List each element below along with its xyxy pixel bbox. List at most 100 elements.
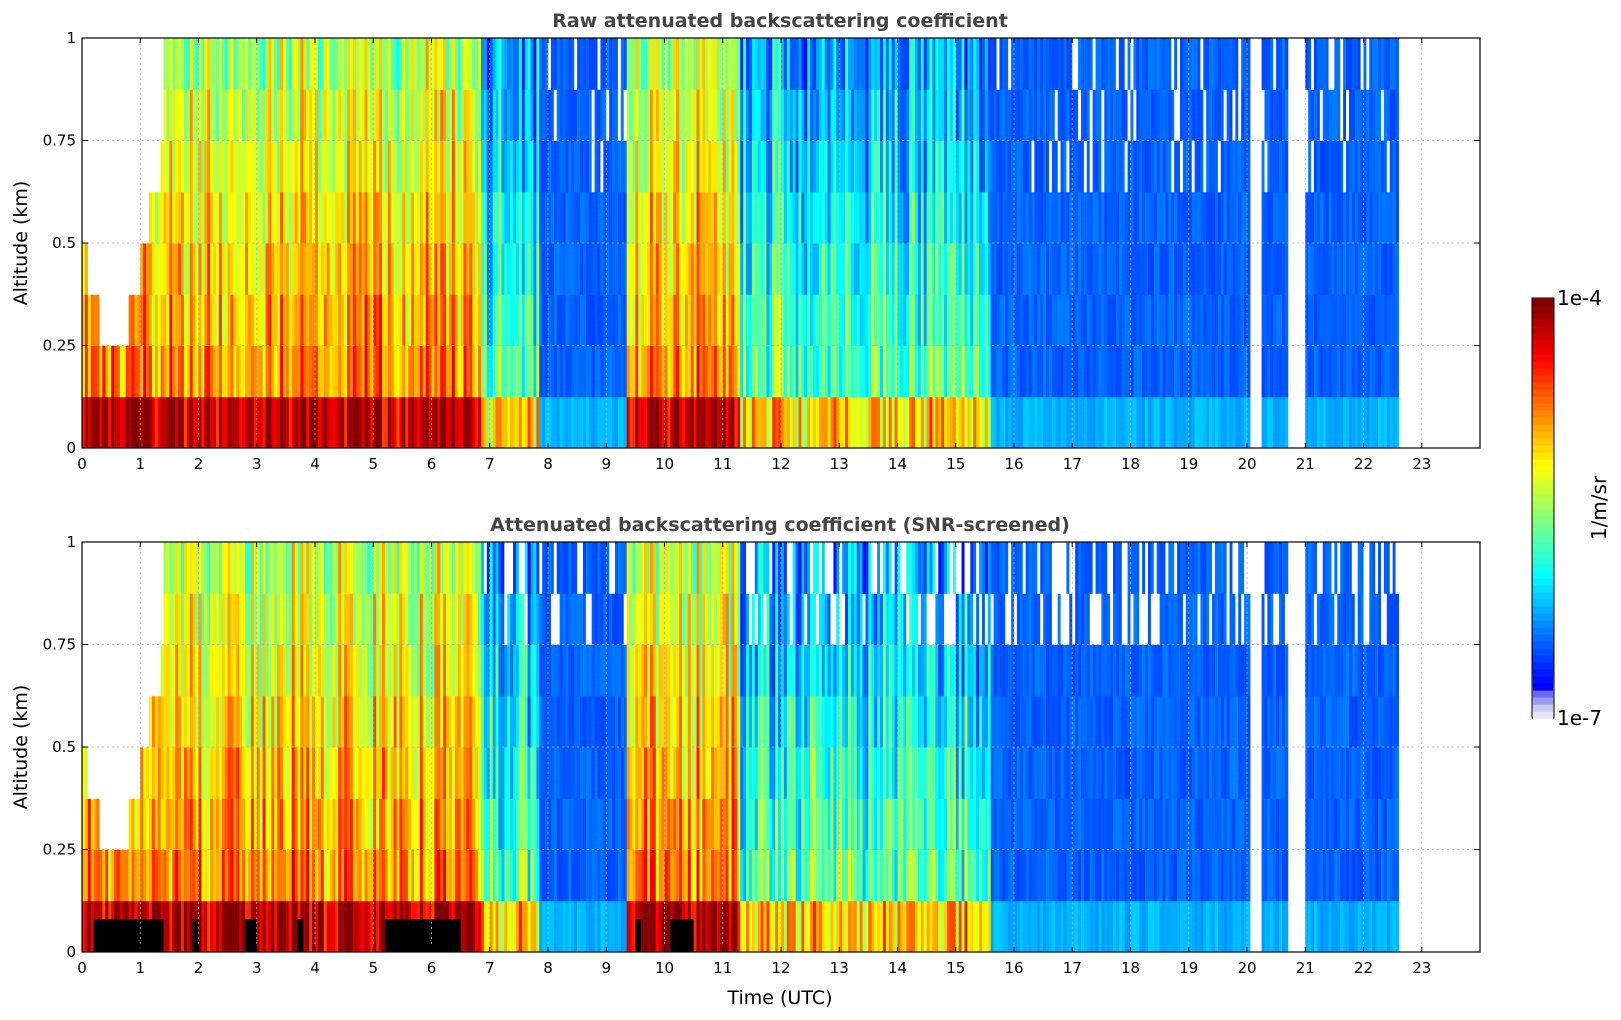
heatmap-cell	[472, 644, 476, 697]
heatmap-cell	[1389, 140, 1394, 193]
heatmap-cell	[1048, 191, 1053, 244]
heatmap-cell	[146, 191, 150, 244]
heatmap-cell	[746, 345, 750, 398]
heatmap-cell	[207, 747, 211, 799]
heatmap-cell	[1095, 345, 1099, 398]
heatmap-cell	[411, 89, 415, 141]
heatmap-cell	[166, 849, 170, 902]
heatmap-cell	[1139, 38, 1143, 90]
heatmap-cell	[297, 849, 301, 902]
heatmap-cell	[961, 89, 965, 141]
heatmap-cell	[294, 140, 299, 193]
heatmap-cell	[1104, 294, 1108, 346]
heatmap-cell	[1142, 89, 1146, 141]
heatmap-cell	[1130, 396, 1134, 449]
heatmap-cell	[414, 140, 418, 193]
heatmap-cell	[1247, 345, 1251, 398]
heatmap-cell	[1319, 345, 1324, 398]
heatmap-cell	[303, 900, 307, 953]
heatmap-cell	[364, 396, 368, 449]
heatmap-cell	[122, 89, 127, 141]
heatmap-cell	[1040, 243, 1044, 295]
heatmap-cell	[122, 38, 127, 90]
heatmap-cell	[495, 798, 499, 850]
heatmap-cell	[294, 849, 299, 902]
heatmap-cell	[204, 593, 208, 645]
heatmap-cell	[766, 243, 770, 295]
heatmap-cell	[367, 747, 371, 799]
heatmap-cell	[521, 345, 526, 398]
heatmap-cell	[224, 89, 229, 141]
heatmap-cell	[891, 243, 896, 295]
heatmap-cell	[1028, 140, 1032, 193]
heatmap-cell	[507, 849, 511, 902]
heatmap-cell	[1086, 191, 1091, 244]
heatmap-cell	[1142, 345, 1146, 398]
heatmap-cell	[140, 345, 144, 398]
heatmap-cell	[256, 38, 261, 90]
heatmap-cell	[1357, 191, 1362, 244]
heatmap-cell	[754, 243, 759, 295]
heatmap-cell	[282, 396, 287, 449]
heatmap-cell	[515, 191, 520, 244]
heatmap-cell	[233, 191, 237, 244]
heatmap-cell	[792, 191, 797, 244]
heatmap-cell	[210, 695, 214, 748]
heatmap-cell	[1334, 294, 1338, 346]
heatmap-cell	[122, 396, 127, 449]
heatmap-cell	[1281, 38, 1286, 90]
heatmap-cell	[315, 542, 319, 594]
heatmap-cell	[609, 191, 613, 244]
heatmap-cell	[681, 345, 686, 398]
heatmap-cell	[236, 747, 240, 799]
heatmap-cell	[361, 396, 366, 449]
heatmap-cell	[1238, 191, 1242, 244]
heatmap-cell	[274, 900, 278, 953]
heatmap-cell	[1319, 396, 1324, 449]
heatmap-cell	[387, 798, 392, 850]
heatmap-cell	[1273, 396, 1277, 449]
heatmap-cell	[781, 294, 785, 346]
heatmap-cell	[594, 396, 599, 449]
heatmap-cell	[1011, 396, 1015, 449]
heatmap-cell	[148, 345, 153, 398]
heatmap-cell	[1005, 345, 1009, 398]
heatmap-cell	[944, 294, 948, 346]
heatmap-cell	[347, 38, 351, 90]
heatmap-cell	[513, 191, 517, 244]
heatmap-cell	[213, 243, 217, 295]
heatmap-cell	[856, 243, 861, 295]
heatmap-cell	[1139, 345, 1143, 398]
heatmap-cell	[443, 243, 447, 295]
heatmap-cell	[1002, 345, 1006, 398]
heatmap-cell	[754, 294, 759, 346]
heatmap-cell	[221, 140, 226, 193]
heatmap-cell	[381, 542, 386, 594]
heatmap-cell	[626, 140, 631, 193]
heatmap-cell	[1235, 191, 1239, 244]
heatmap-cell	[163, 849, 167, 902]
heatmap-cell	[574, 345, 578, 398]
heatmap-cell	[483, 542, 488, 594]
heatmap-cell	[1220, 243, 1225, 295]
x-tick-label: 9	[601, 455, 611, 473]
heatmap-cell	[967, 89, 971, 141]
heatmap-cell	[693, 140, 698, 193]
heatmap-cell	[786, 38, 791, 90]
heatmap-cell	[207, 695, 211, 748]
heatmap-cell	[1066, 345, 1070, 398]
heatmap-cell	[906, 345, 910, 398]
heatmap-cell	[585, 396, 590, 449]
heatmap-cell	[405, 396, 409, 449]
heatmap-cell	[510, 294, 514, 346]
heatmap-cell	[891, 38, 896, 90]
heatmap-cell	[338, 396, 342, 449]
heatmap-cell	[1011, 140, 1015, 193]
heatmap-cell	[82, 644, 86, 697]
heatmap-cell	[1078, 345, 1082, 398]
heatmap-cell	[923, 89, 928, 141]
heatmap-cell	[612, 345, 616, 398]
heatmap-cell	[93, 191, 98, 244]
heatmap-cell	[594, 243, 599, 295]
heatmap-cell	[178, 798, 182, 850]
